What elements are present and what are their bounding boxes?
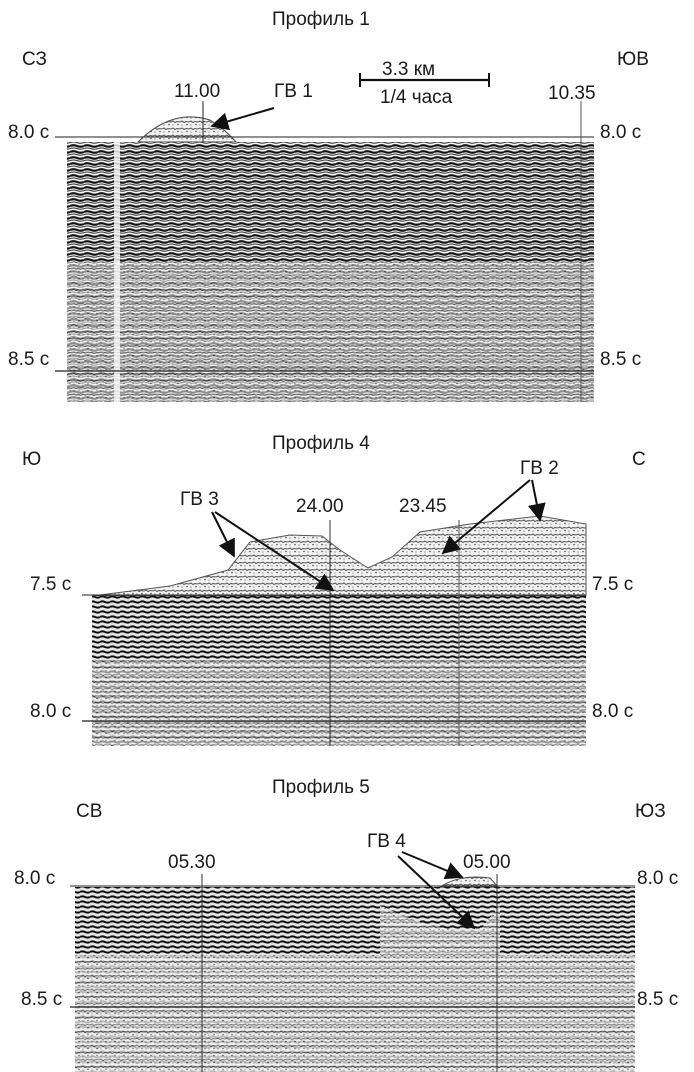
profile-5-title: Профиль 5 (272, 777, 370, 798)
profile-4-arrow-c (441, 479, 531, 555)
profile-5-arrow-a (401, 851, 464, 880)
profile-1-hill (136, 116, 238, 143)
profile-5-dir-right: ЮЗ (635, 801, 666, 822)
profile-1-annotation: ГВ 1 (274, 81, 313, 102)
profile-4-marker-a: 24.00 (296, 496, 344, 517)
profile-4-dir-left: Ю (22, 449, 42, 470)
profile-1-marker-b: 10.35 (548, 83, 596, 104)
profile-5-time-bottom-right: 8.5 с (637, 989, 679, 1010)
profile-4-section (82, 479, 587, 746)
profile-4-time-top-left: 7.5 с (30, 574, 72, 595)
profile-4-annotation-a: ГВ 3 (180, 489, 219, 510)
profile-4-arrow-b (214, 511, 335, 591)
profile-5-section (70, 851, 635, 1072)
profile-1-time-bottom-right: 8.5 с (600, 349, 642, 370)
profile-1-time-bottom-left: 8.5 с (8, 349, 50, 370)
scale-time: 1/4 часа (380, 87, 453, 108)
profile-1-dir-right: ЮВ (617, 49, 649, 70)
scale-bar (359, 73, 490, 87)
profile-5-marker-a: 05.30 (168, 852, 216, 873)
profile-5-top-relief (438, 876, 500, 888)
profile-5-marker-b: 05.00 (463, 852, 511, 873)
profile-1-time-top-right: 8.0 с (600, 122, 642, 143)
profile-4-time-top-right: 7.5 с (592, 574, 634, 595)
profile-5-time-top-right: 8.0 с (637, 868, 679, 889)
profile-1-arrow (210, 107, 275, 131)
profile-4-arrow-a (211, 511, 235, 558)
profile-5-annotation: ГВ 4 (367, 831, 406, 852)
profile-4-arrow-d (527, 479, 546, 522)
profile-1-marker-a: 11.00 (174, 81, 221, 102)
profile-1-section (55, 73, 594, 402)
profile-5-arrow-b (397, 855, 476, 930)
scale-distance: 3.3 км (382, 59, 436, 80)
profile-5-time-top-left: 8.0 с (14, 868, 56, 889)
profile-5-time-bottom-left: 8.5 с (21, 989, 63, 1010)
profile-4-marker-b: 23.45 (399, 496, 447, 517)
profile-4-dir-right: С (632, 449, 646, 470)
profile-5-dir-left: СВ (76, 801, 103, 822)
profile-4-title: Профиль 4 (272, 433, 370, 454)
profile-1-time-top-left: 8.0 с (8, 122, 50, 143)
profile-4-upper-relief (91, 515, 587, 597)
profile-1-title: Профиль 1 (272, 9, 370, 30)
profile-4-time-bottom-left: 8.0 с (30, 701, 72, 722)
profile-1-dir-left: СЗ (22, 49, 47, 70)
profile-4-time-bottom-right: 8.0 с (592, 701, 634, 722)
profile-4-annotation-b: ГВ 2 (520, 458, 559, 479)
